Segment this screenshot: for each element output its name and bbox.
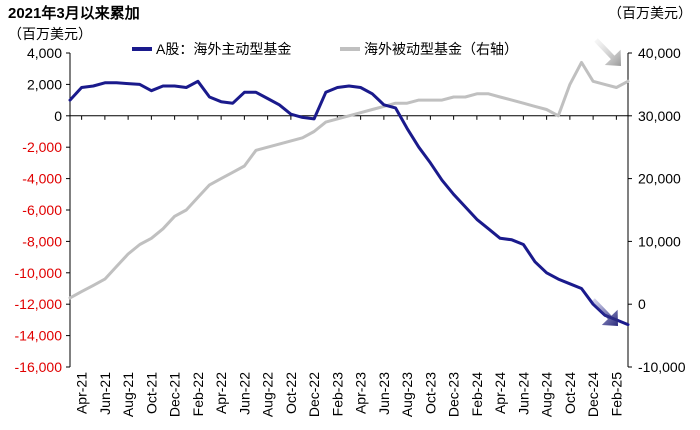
right-axis-unit: （百万美元） — [608, 5, 692, 21]
x-tick-label: Feb-22 — [190, 372, 206, 417]
right-y-tick-label: -10,000 — [638, 359, 686, 375]
trend-arrow-a-share — [591, 298, 618, 326]
series-lines — [68, 60, 630, 327]
right-y-tick-label: 10,000 — [638, 233, 681, 249]
left-y-tick-label: -2,000 — [22, 139, 62, 155]
left-y-tick-label: -8,000 — [22, 233, 62, 249]
left-y-tick-label: 4,000 — [27, 45, 62, 61]
axes: 4,000 2,000 0 -2,000 -4,000 -6,000 -8,000 -10,0… — [15, 45, 686, 417]
left-y-tick-label: -4,000 — [22, 171, 62, 187]
right-y-tick-label: 0 — [638, 296, 646, 312]
x-tick-label: Aug-24 — [539, 372, 555, 417]
x-tick-label: Jun-22 — [236, 372, 252, 415]
x-tick-label: Dec-23 — [446, 372, 462, 417]
left-y-tick-label: -14,000 — [15, 328, 63, 344]
x-tick-label: Aug-23 — [399, 372, 415, 417]
series-line-a-share-active — [68, 79, 630, 327]
left-y-tick-label: 0 — [54, 108, 62, 124]
x-tick-label: Aug-22 — [260, 372, 276, 417]
x-tick-label: Apr-23 — [353, 372, 369, 414]
trend-arrows — [591, 38, 621, 326]
x-tick-label: Oct-21 — [143, 372, 159, 414]
trend-arrow-passive — [594, 38, 621, 66]
legend-label-a-share: A股：海外主动型基金 — [156, 41, 291, 57]
x-tick-label: Jun-24 — [515, 372, 531, 415]
x-tick-label: Jun-23 — [376, 372, 392, 415]
chart-title: 2021年3月以来累加 — [8, 4, 140, 22]
x-tick-label: Apr-22 — [213, 372, 229, 414]
x-tick-label: Apr-24 — [492, 372, 508, 414]
left-y-tick-label: -6,000 — [22, 202, 62, 218]
x-tick-label: Dec-22 — [306, 372, 322, 417]
x-tick-label: Feb-23 — [329, 372, 345, 417]
right-y-tick-label: 20,000 — [638, 171, 681, 187]
x-tick-label: Oct-24 — [562, 372, 578, 414]
x-tick-label: Jun-21 — [97, 372, 113, 415]
legend-label-passive: 海外被动型基金（右轴） — [364, 41, 518, 57]
x-tick-label: Dec-21 — [167, 372, 183, 417]
right-y-tick-label: 30,000 — [638, 108, 681, 124]
left-y-tick-label: -12,000 — [15, 296, 63, 312]
series-line-passive-funds — [68, 60, 630, 300]
left-y-tick-label: 2,000 — [27, 76, 62, 92]
x-tick-label: Feb-25 — [608, 372, 624, 417]
left-y-tick-label: -10,000 — [15, 265, 63, 281]
right-y-tick-label: 40,000 — [638, 45, 681, 61]
left-axis-unit: （百万美元） — [8, 26, 92, 42]
x-tick-label: Dec-24 — [585, 372, 601, 417]
x-tick-label: Feb-24 — [469, 372, 485, 417]
x-tick-label: Apr-21 — [74, 372, 90, 414]
left-y-tick-label: -16,000 — [15, 359, 63, 375]
x-tick-label: Oct-23 — [422, 372, 438, 414]
legend: A股：海外主动型基金 海外被动型基金（右轴） — [132, 41, 518, 57]
x-tick-label: Oct-22 — [283, 372, 299, 414]
x-tick-label: Aug-21 — [120, 372, 136, 417]
